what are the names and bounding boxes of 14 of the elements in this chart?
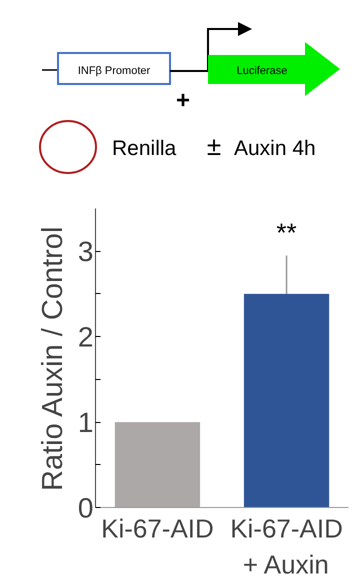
text: INFβ Promoter bbox=[78, 65, 151, 77]
y-tick-label: 3 bbox=[78, 236, 94, 268]
text: Auxin 4h bbox=[234, 137, 316, 160]
text: + bbox=[176, 87, 190, 114]
text: Renilla bbox=[112, 137, 177, 160]
y-tick-label: 2 bbox=[78, 322, 94, 353]
text: Luciferase bbox=[236, 65, 288, 77]
annotation: ** bbox=[276, 217, 297, 248]
x-tick-label: Ki-67-AID + Auxin bbox=[230, 514, 343, 580]
y-tick-label: 1 bbox=[78, 407, 94, 438]
y-axis-title: Ratio Auxin / Control bbox=[36, 226, 69, 491]
y-tick-label: 0 bbox=[78, 492, 94, 524]
x-tick-label: Ki-67-AID bbox=[101, 514, 214, 544]
text: ± bbox=[206, 131, 222, 161]
